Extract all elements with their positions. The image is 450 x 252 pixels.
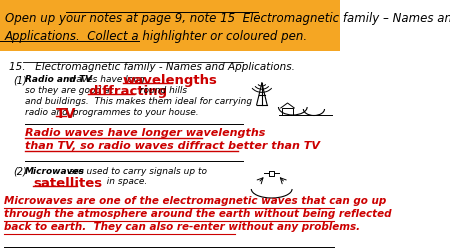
Text: programmes to your house.: programmes to your house. xyxy=(67,108,199,116)
Text: (1): (1) xyxy=(14,75,27,85)
Text: wavelengths: wavelengths xyxy=(123,74,218,87)
Text: Radio waves have longer wavelengths: Radio waves have longer wavelengths xyxy=(25,128,266,137)
Text: back to earth.  They can also re-enter without any problems.: back to earth. They can also re-enter wi… xyxy=(4,221,360,231)
Text: than TV, so radio waves diffract better than TV: than TV, so radio waves diffract better … xyxy=(25,140,320,150)
FancyBboxPatch shape xyxy=(0,0,340,52)
Text: satellites: satellites xyxy=(33,176,102,189)
Text: are used to carry signals up to: are used to carry signals up to xyxy=(67,166,207,175)
Text: so they are good at: so they are good at xyxy=(25,86,119,94)
Text: through the atmosphere around the earth without being reflected: through the atmosphere around the earth … xyxy=(4,208,391,218)
Text: Microwaves: Microwaves xyxy=(25,166,85,175)
Text: Open up your notes at page 9, note 15  Electromagnetic family – Names and
Applic: Open up your notes at page 9, note 15 El… xyxy=(4,11,450,42)
Text: round hills: round hills xyxy=(135,86,188,94)
Text: Microwaves are one of the electromagnetic waves that can go up: Microwaves are one of the electromagneti… xyxy=(4,195,386,205)
Text: waves have long: waves have long xyxy=(67,75,148,84)
Text: (2): (2) xyxy=(14,166,27,176)
Text: in space.: in space. xyxy=(78,176,147,185)
Text: TV: TV xyxy=(56,107,76,120)
Text: diffracting: diffracting xyxy=(88,85,167,98)
Text: and buildings.  This makes them ideal for carrying: and buildings. This makes them ideal for… xyxy=(25,97,252,106)
Text: radio and: radio and xyxy=(25,108,71,116)
Text: Radio and TV: Radio and TV xyxy=(25,75,92,84)
Text: 15.   Electromagnetic family - Names and Applications.: 15. Electromagnetic family - Names and A… xyxy=(9,62,295,72)
